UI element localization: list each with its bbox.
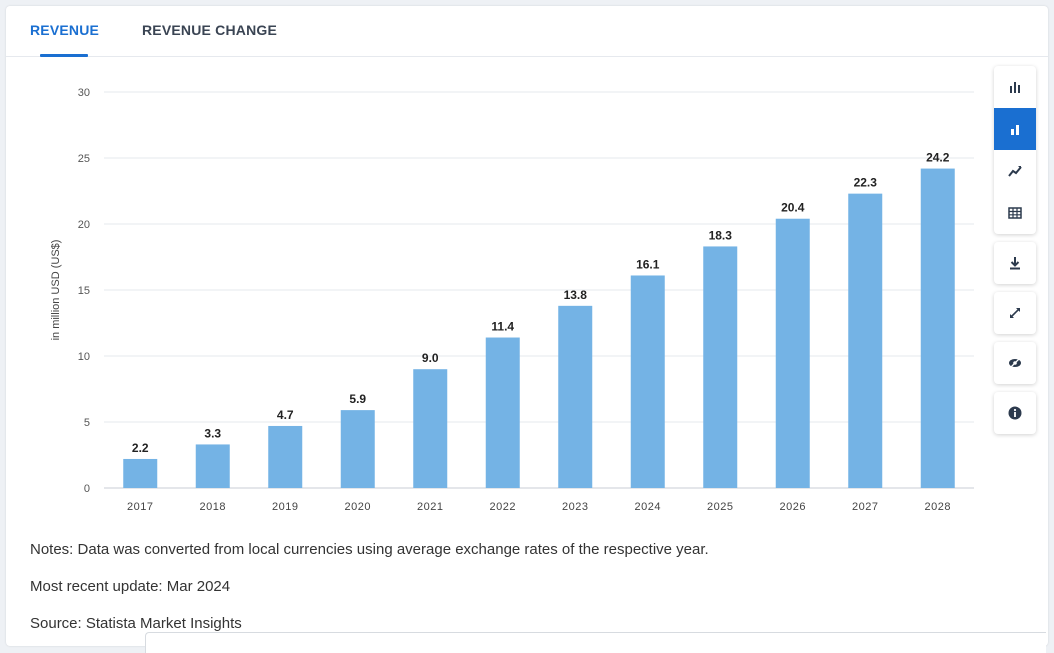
data-label: 9.0	[422, 351, 439, 365]
bar	[920, 168, 955, 488]
bar-chart-icon	[1011, 125, 1019, 135]
x-tick-label: 2018	[200, 501, 226, 513]
chart-toolbar	[994, 66, 1036, 442]
bar	[485, 337, 520, 488]
chart-type-group	[994, 66, 1036, 234]
bar	[268, 425, 303, 488]
y-tick-label: 5	[84, 417, 90, 429]
tab-bar: REVENUE REVENUE CHANGE	[6, 6, 1048, 57]
y-axis-title: in million USD (US$)	[50, 240, 62, 341]
bar-chart-icon	[1010, 82, 1020, 93]
x-tick-label: 2017	[127, 501, 153, 513]
trend-line-icon	[1008, 166, 1022, 177]
bar	[848, 193, 883, 488]
x-tick-label: 2019	[272, 501, 298, 513]
x-tick-label: 2027	[852, 501, 878, 513]
fullscreen-icon	[1010, 308, 1020, 318]
y-tick-label: 0	[84, 483, 90, 495]
bar	[775, 218, 810, 488]
x-tick-label: 2021	[417, 501, 443, 513]
data-label: 4.7	[277, 408, 294, 422]
tab-revenue[interactable]: REVENUE	[30, 22, 100, 38]
fullscreen-group	[994, 292, 1036, 334]
bottom-panel-edge	[145, 632, 1046, 653]
data-label: 5.9	[349, 392, 366, 406]
data-label: 18.3	[709, 228, 733, 242]
update-date-text: Most recent update: Mar 2024	[30, 578, 231, 595]
data-label: 2.2	[132, 441, 149, 455]
data-label: 24.2	[926, 151, 950, 165]
x-tick-label: 2023	[562, 501, 588, 513]
data-label: 20.4	[781, 201, 805, 215]
bar	[558, 305, 593, 488]
y-tick-label: 20	[78, 219, 90, 231]
x-tick-label: 2028	[925, 501, 951, 513]
notes-text: Notes: Data was converted from local cur…	[30, 541, 709, 558]
y-tick-label: 30	[78, 87, 90, 99]
data-label: 16.1	[636, 257, 660, 271]
info-button[interactable]	[994, 392, 1036, 434]
table-icon	[1008, 207, 1022, 219]
visibility-icon	[1009, 357, 1021, 369]
column-chart-button[interactable]	[994, 108, 1036, 150]
bar	[123, 458, 158, 488]
table-view-button[interactable]	[994, 192, 1036, 234]
fullscreen-button[interactable]	[994, 292, 1036, 334]
bar	[413, 369, 448, 488]
line-chart-button[interactable]	[994, 150, 1036, 192]
statistic-card: REVENUE REVENUE CHANGE 0 5 10 15 20 25 30 in mi…	[6, 6, 1048, 646]
x-tick-label: 2025	[707, 501, 733, 513]
info-group	[994, 392, 1036, 434]
x-tick-label: 2022	[490, 501, 516, 513]
y-tick-label: 10	[78, 351, 90, 363]
download-group	[994, 242, 1036, 284]
info-icon	[1008, 406, 1022, 420]
bar	[703, 246, 738, 488]
download-icon	[1010, 257, 1020, 270]
download-button[interactable]	[994, 242, 1036, 284]
y-tick-label: 25	[78, 153, 90, 165]
data-label: 22.3	[854, 176, 878, 190]
active-tab-indicator	[40, 54, 88, 57]
data-label: 3.3	[204, 426, 221, 440]
bar	[340, 410, 375, 488]
x-tick-label: 2024	[635, 501, 661, 513]
x-tick-label: 2020	[345, 501, 371, 513]
bar	[630, 275, 665, 488]
y-tick-label: 15	[78, 285, 90, 297]
x-tick-label: 2026	[780, 501, 806, 513]
notes-section: Notes: Data was converted from local cur…	[30, 541, 709, 646]
bar-chart-button[interactable]	[994, 66, 1036, 108]
data-label: 13.8	[564, 288, 588, 302]
bar	[195, 444, 230, 488]
tab-revenue-change[interactable]: REVENUE CHANGE	[142, 22, 278, 38]
visibility-group	[994, 342, 1036, 384]
source-text: Source: Statista Market Insights	[30, 615, 242, 632]
data-label: 11.4	[491, 320, 514, 334]
visibility-button[interactable]	[994, 342, 1036, 384]
